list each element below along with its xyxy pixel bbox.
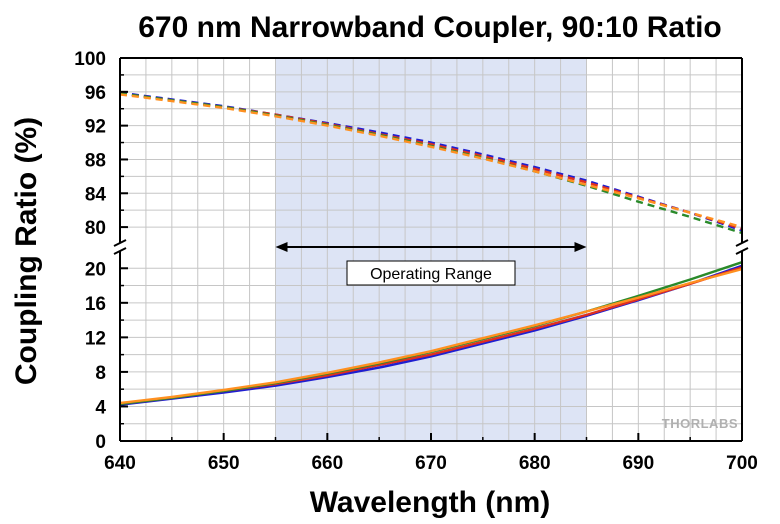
axis-break-mark [113,247,127,255]
range-arrow-head-right [574,242,587,252]
thorlabs-logo: THORLABS [662,416,738,431]
x-tick-label: 690 [622,453,654,474]
y-tick-label: 84 [85,184,107,205]
annotation-box [346,260,516,286]
y-tick-label: 8 [95,363,106,384]
series-line-lower [119,267,743,405]
x-tick-label: 660 [311,453,343,474]
y-tick-label: 16 [85,294,106,315]
axis-break-mark [735,247,749,255]
y-tick-label: 100 [74,49,106,70]
annotation-text: Operating Range [370,266,492,283]
range-arrow-head-left [275,242,288,252]
y-tick-label: 20 [85,259,106,280]
series-line-upper [119,93,743,229]
x-tick-label: 650 [208,453,240,474]
x-tick-label: 640 [104,453,136,474]
y-tick-label: 80 [85,218,106,239]
x-tick-label: 680 [519,453,551,474]
y-tick-label: 88 [85,150,106,171]
y-tick-label: 12 [85,328,106,349]
y-tick-label: 0 [95,432,106,453]
y-tick-label: 92 [85,117,106,138]
axis-break-mark [735,239,749,247]
x-tick-label: 670 [415,453,447,474]
x-tick-label: 700 [726,453,758,474]
x-axis-label: Wavelength (nm) [310,486,551,519]
chart-title: 670 nm Narrowband Coupler, 90:10 Ratio [138,11,722,44]
axis-break-mark [113,239,127,247]
y-tick-label: 96 [85,83,106,104]
y-tick-label: 4 [95,397,106,418]
y-axis-label: Coupling Ratio (%) [10,117,43,385]
